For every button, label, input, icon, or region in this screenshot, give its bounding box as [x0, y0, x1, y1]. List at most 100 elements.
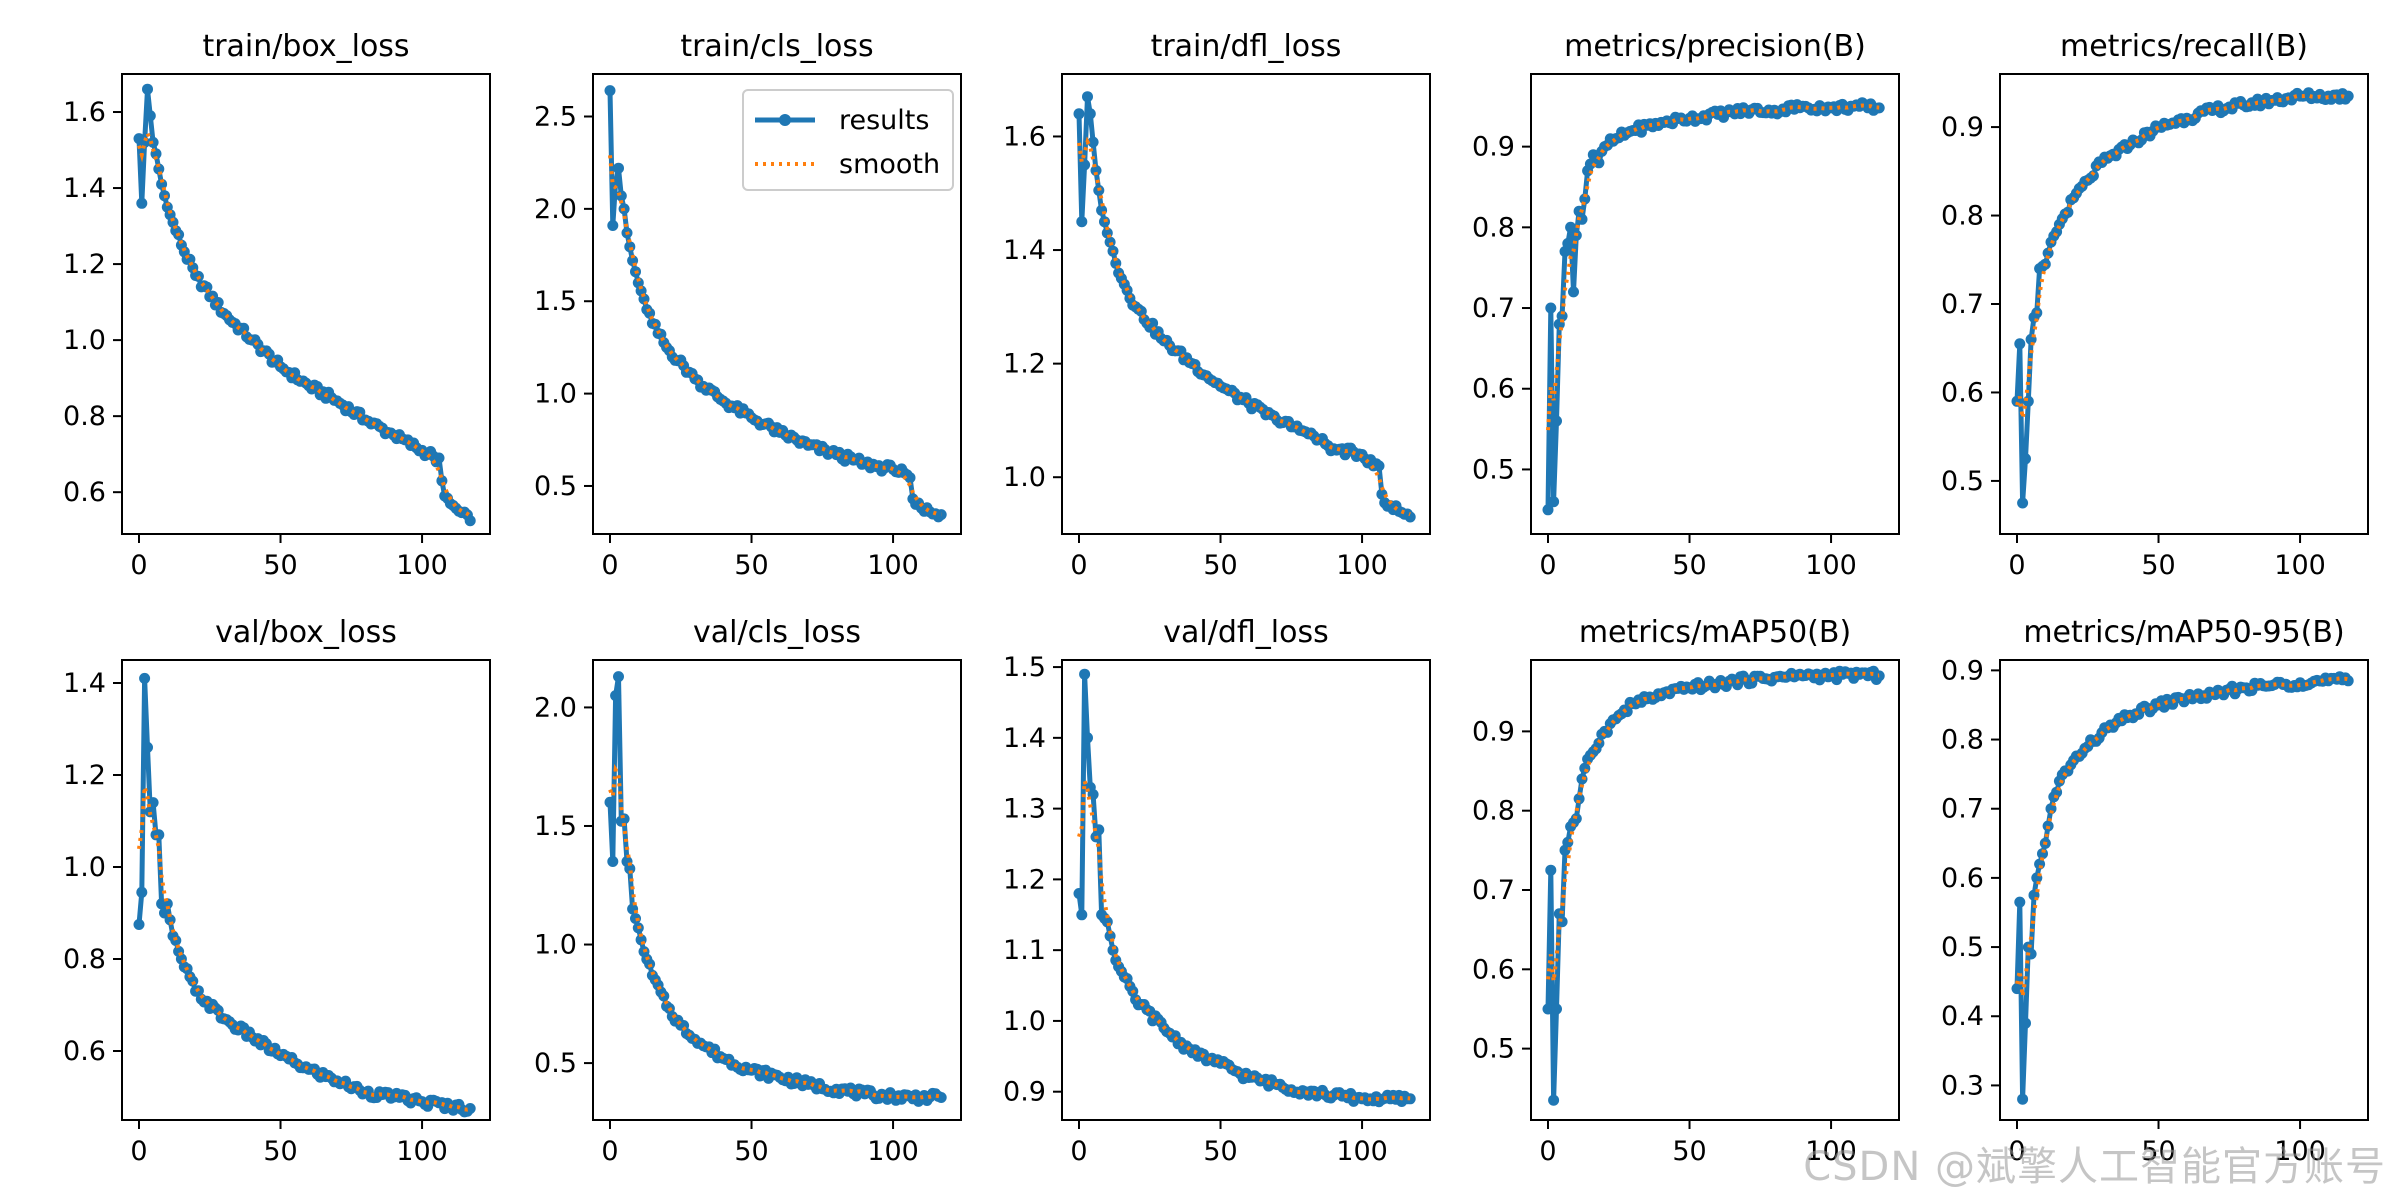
x-tick-label: 100 — [1336, 1136, 1388, 1167]
results-line — [607, 674, 943, 1104]
x-tick-label: 100 — [1336, 550, 1388, 581]
y-tick-label: 0.8 — [63, 401, 106, 432]
y-tick-label: 1.0 — [1003, 462, 1046, 493]
results-point — [144, 806, 156, 818]
smooth-line — [1546, 103, 1880, 431]
results-line — [2014, 674, 2350, 1102]
axes-frame — [121, 73, 491, 535]
y-tick-label: 1.0 — [534, 930, 577, 961]
results-point — [156, 178, 168, 190]
y-tick-label: 0.9 — [1003, 1077, 1046, 1108]
smooth-line — [1077, 780, 1411, 1102]
y-tick-label: 1.4 — [1003, 235, 1046, 266]
results-point — [610, 690, 622, 702]
results-point — [170, 935, 182, 946]
x-tick-label: 50 — [1203, 550, 1237, 581]
smooth-line — [2015, 676, 2349, 997]
results-point — [2042, 820, 2054, 832]
x-tick-label: 50 — [2141, 1136, 2175, 1167]
results-point — [144, 110, 156, 122]
y-tick-label: 1.2 — [1003, 864, 1046, 895]
results-point — [1404, 1093, 1416, 1105]
results-point — [613, 162, 624, 174]
subplot-metrics-map50-b-: metrics/mAP50(B) 0 50 100 0.5 0.6 0.7 0.8 0.9 — [1472, 615, 1900, 1167]
y-tick-label: 0.6 — [63, 477, 106, 508]
smooth-line — [2015, 93, 2349, 419]
results-point — [607, 220, 619, 231]
results-point — [1542, 504, 1554, 516]
legend: results smooth — [742, 89, 954, 191]
subplot-title: train/box_loss — [202, 29, 409, 64]
subplot-train-dfl-loss: train/dfl_loss 0 50 100 1.0 1.2 1.4 1.6 — [1003, 29, 1431, 581]
subplot-title: metrics/mAP50-95(B) — [2023, 615, 2344, 650]
legend-smooth-label: smooth — [839, 149, 940, 180]
x-tick-label: 0 — [601, 550, 618, 581]
y-tick-label: 0.8 — [1472, 796, 1515, 827]
y-tick-label: 0.5 — [534, 471, 577, 502]
y-tick-label: 0.8 — [1941, 725, 1984, 756]
y-tick-label: 0.9 — [1472, 132, 1515, 163]
x-tick-label: 0 — [130, 550, 147, 581]
subplot-val-box-loss: val/box_loss 0 50 100 0.6 0.8 1.0 1.2 1.4 — [63, 615, 491, 1167]
results-point — [607, 856, 619, 867]
results-point — [1556, 310, 1568, 322]
axes-frame — [592, 73, 962, 535]
results-point — [1562, 238, 1574, 249]
subplot-title: train/dfl_loss — [1151, 29, 1342, 64]
y-tick-label: 1.6 — [1003, 121, 1046, 152]
y-tick-label: 0.9 — [1472, 716, 1515, 747]
subplot-train-box-loss: train/box_loss 0 50 100 0.6 0.8 1.0 1.2 1.4 1.6 — [63, 29, 491, 581]
y-tick-label: 2.0 — [534, 692, 577, 723]
results-point — [1073, 888, 1085, 899]
y-tick-label: 0.4 — [1941, 1001, 1984, 1032]
results-point — [2020, 453, 2031, 465]
results-point — [153, 829, 165, 841]
x-tick-label: 0 — [1070, 1136, 1087, 1167]
x-tick-label: 100 — [867, 550, 919, 581]
results-point — [1593, 737, 1605, 749]
x-tick-label: 50 — [1203, 1136, 1237, 1167]
y-tick-label: 0.7 — [1472, 293, 1515, 324]
smooth-line — [608, 763, 942, 1100]
y-tick-label: 1.0 — [63, 325, 106, 356]
results-point — [1545, 302, 1557, 314]
y-tick-label: 1.2 — [63, 249, 106, 280]
subplot-title: train/cls_loss — [680, 29, 873, 64]
results-point — [1593, 157, 1605, 169]
y-tick-label: 1.0 — [63, 852, 106, 883]
results-point — [1084, 108, 1096, 120]
y-tick-label: 1.4 — [63, 173, 106, 204]
smooth-line — [1077, 136, 1411, 517]
axes-frame — [1530, 659, 1900, 1121]
results-point — [136, 886, 148, 898]
results-point — [904, 472, 916, 484]
x-tick-label: 100 — [396, 550, 448, 581]
y-tick-label: 1.3 — [1003, 794, 1046, 825]
subplot-title: metrics/recall(B) — [2060, 29, 2308, 64]
x-tick-label: 50 — [263, 550, 297, 581]
x-tick-label: 0 — [2008, 550, 2025, 581]
subplot-val-cls-loss: val/cls_loss 0 50 100 0.5 1.0 1.5 2.0 — [534, 615, 962, 1167]
results-point — [142, 83, 153, 95]
results-point — [139, 672, 151, 684]
y-tick-label: 1.2 — [63, 760, 106, 791]
results-point — [464, 515, 476, 527]
y-tick-label: 0.8 — [63, 944, 106, 975]
results-point — [644, 958, 656, 970]
y-tick-label: 1.2 — [1003, 349, 1046, 380]
results-point — [2087, 170, 2099, 182]
results-point — [1087, 136, 1099, 148]
smooth-line — [1546, 671, 1880, 982]
y-tick-label: 1.0 — [534, 379, 577, 410]
y-tick-label: 1.5 — [1003, 652, 1046, 683]
results-line — [2014, 90, 2351, 506]
results-point — [1551, 415, 1562, 427]
results-point — [2017, 1093, 2029, 1105]
subplot-title: val/box_loss — [215, 615, 397, 650]
axes-frame — [121, 659, 491, 1121]
x-tick-label: 100 — [1805, 550, 1857, 581]
results-point — [167, 216, 179, 228]
results-point — [1079, 159, 1091, 171]
y-tick-label: 1.5 — [534, 811, 577, 842]
y-tick-label: 0.6 — [1472, 954, 1515, 985]
